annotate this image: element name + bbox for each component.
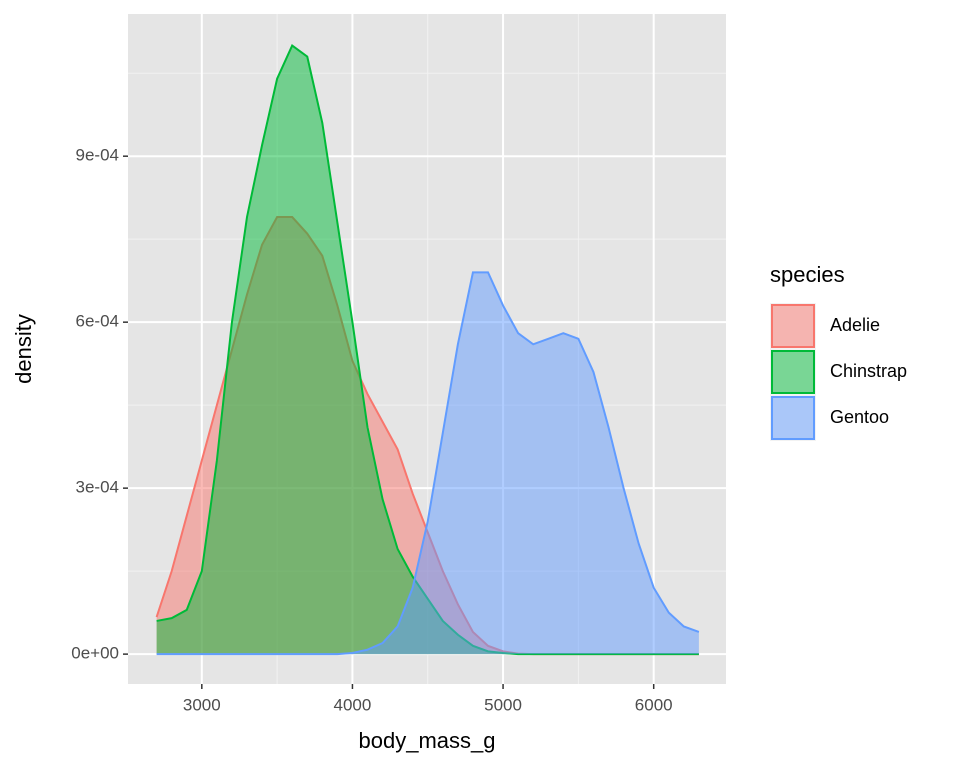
legend-label: Chinstrap [830, 361, 907, 381]
x-tick-label: 3000 [183, 695, 221, 714]
x-tick-label: 6000 [635, 695, 673, 714]
legend-label: Adelie [830, 315, 880, 335]
density-fill [156, 272, 699, 655]
legend-key [771, 350, 815, 394]
density-line [156, 271, 700, 656]
y-axis-title: density [11, 314, 36, 384]
y-tick-label: 0e+00 [71, 644, 119, 663]
x-tick-label: 5000 [484, 695, 522, 714]
legend-key [771, 396, 815, 440]
density-fill [156, 45, 699, 655]
legend-key [771, 304, 815, 348]
legend-title: species [770, 262, 845, 287]
x-axis-title: body_mass_g [359, 728, 496, 753]
y-tick-label: 6e-04 [76, 312, 119, 331]
legend-label: Gentoo [830, 407, 889, 427]
y-tick-label: 9e-04 [76, 146, 119, 165]
y-tick-label: 3e-04 [76, 478, 119, 497]
x-tick-label: 4000 [334, 695, 372, 714]
